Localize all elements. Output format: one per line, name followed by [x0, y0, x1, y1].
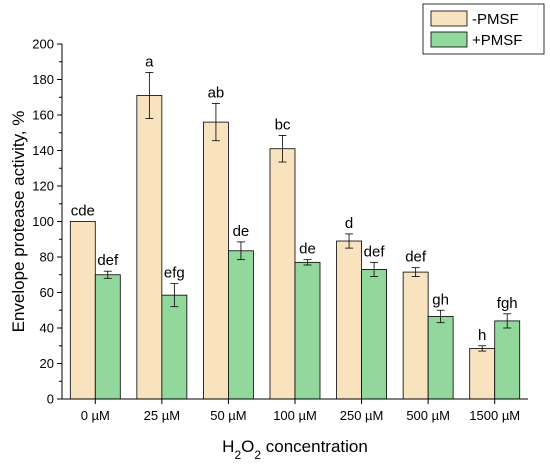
y-tick-label: 20 [40, 356, 54, 371]
x-tick-label: 25 µM [144, 408, 180, 423]
significance-label: d [345, 215, 353, 232]
error-bars-layer [103, 72, 512, 352]
legend: -PMSF +PMSF [422, 3, 545, 55]
bar-plus-pmsf-1 [161, 294, 188, 400]
x-tick-label: 1500 µM [469, 408, 520, 423]
legend-swatch [430, 10, 468, 27]
bar-plus-pmsf-0 [94, 274, 121, 400]
x-tick-label: 50 µM [210, 408, 246, 423]
legend-swatch [430, 31, 468, 48]
y-tick-label: 200 [32, 37, 54, 52]
significance-label: gh [432, 291, 449, 308]
bar-minus-pmsf-5 [402, 271, 429, 400]
bar-plus-pmsf-5 [427, 316, 454, 400]
x-tick-label: 100 µM [273, 408, 317, 423]
significance-label: fgh [497, 295, 518, 312]
significance-label: de [299, 241, 316, 258]
bar-minus-pmsf-0 [69, 221, 96, 400]
x-axis-title: H2O2 concentration [222, 437, 368, 462]
significance-label: cde [71, 203, 95, 220]
significance-label: bc [275, 116, 291, 133]
bar-plus-pmsf-2 [228, 250, 254, 400]
y-tick-label: 180 [32, 72, 54, 87]
y-tick-label: 120 [32, 179, 54, 194]
legend-label: +PMSF [472, 32, 522, 49]
y-axis-title: Envelope protease activity, % [9, 111, 28, 333]
y-tick-label: 80 [40, 250, 54, 265]
x-tick-label: 250 µM [340, 408, 384, 423]
significance-label: def [364, 243, 386, 260]
bar-minus-pmsf-3 [269, 148, 296, 400]
y-tick-label: 100 [32, 214, 54, 229]
x-tick-label: 500 µM [406, 408, 450, 423]
significance-label: de [233, 223, 250, 240]
y-tick-label: 40 [40, 321, 54, 336]
y-tick-label: 140 [32, 143, 54, 158]
bar-minus-pmsf-1 [136, 95, 163, 400]
y-tick-label: 0 [47, 392, 54, 407]
y-tick-label: 60 [40, 285, 54, 300]
bar-minus-pmsf-2 [203, 121, 229, 400]
bar-plus-pmsf-4 [361, 269, 387, 400]
legend-label: -PMSF [472, 11, 519, 28]
significance-label: a [145, 53, 154, 70]
significance-label: h [478, 327, 486, 344]
bar-plus-pmsf-3 [294, 261, 321, 400]
axes-layer: 0 20 40 60 80 100 120 140 160 180 200 0 µM 25 µM 50 µ… [9, 37, 528, 462]
significance-label: ab [208, 84, 225, 101]
significance-label: def [405, 249, 427, 266]
y-tick-label: 160 [32, 108, 54, 123]
significance-label: efg [164, 265, 185, 282]
significance-label: def [97, 252, 119, 269]
bar-plus-pmsf-6 [494, 320, 521, 400]
bar-minus-pmsf-6 [469, 348, 496, 400]
bars-layer [69, 95, 521, 400]
bar-minus-pmsf-4 [336, 240, 362, 400]
x-tick-label: 0 µM [81, 408, 110, 423]
